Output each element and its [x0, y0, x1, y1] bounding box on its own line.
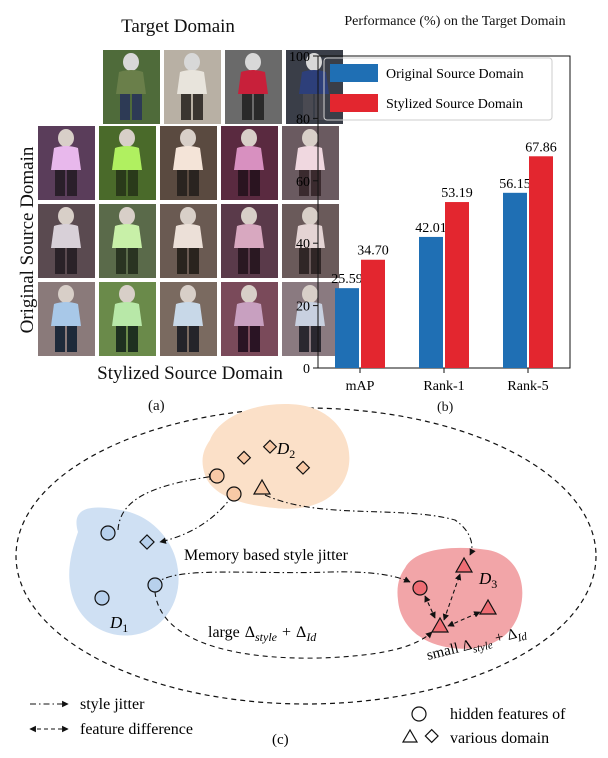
legend-jitter-text: style jitter — [80, 696, 145, 713]
memory-style-jitter-label: Memory based style jitter — [184, 547, 349, 564]
x-tick-label: mAP — [346, 379, 375, 394]
d2-diamond-1 — [236, 450, 252, 465]
y-tick-label: 60 — [296, 175, 310, 190]
d2-diamond-2 — [262, 439, 278, 454]
legend-swatch — [330, 94, 378, 112]
domain-d2-region — [202, 404, 350, 509]
x-tick-label: Rank-5 — [507, 379, 548, 394]
d3-label: D3 — [478, 569, 497, 591]
data-label: 42.01 — [415, 221, 447, 236]
y-tick-label: 100 — [289, 50, 310, 65]
d3-triangle-1 — [454, 556, 474, 573]
chart-title: Performance (%) on the Target Domain — [344, 14, 566, 29]
person-image — [160, 126, 217, 200]
large-delta-curve — [154, 591, 433, 659]
person-image — [286, 50, 343, 124]
person-image — [160, 204, 217, 278]
y-tick-label: 40 — [296, 237, 310, 252]
d3-circle — [412, 580, 428, 596]
d1-label: D1 — [109, 613, 128, 635]
person-image — [38, 126, 95, 200]
legend-box — [323, 57, 553, 121]
d2-label: D2 — [276, 439, 295, 461]
d3-diff-2 — [442, 573, 462, 621]
person-image — [221, 204, 278, 278]
caption-c: (c) — [272, 732, 289, 748]
bar — [503, 192, 527, 368]
d1-diamond — [139, 534, 155, 550]
person-image — [103, 50, 160, 124]
domain-d1-region — [69, 507, 179, 636]
legend-label: Stylized Source Domain — [386, 97, 523, 112]
d1-circle-3 — [94, 590, 110, 606]
person-image — [99, 282, 156, 356]
d2-diamond-3 — [295, 460, 311, 475]
person-image — [160, 282, 217, 356]
person-image — [164, 50, 221, 124]
small-delta-label: smallΔstyle+ΔId — [425, 624, 529, 667]
large-delta-label: large Δstyle + ΔId — [208, 624, 317, 644]
y-tick-label: 0 — [303, 362, 310, 377]
bar — [419, 236, 443, 368]
person-image-grid — [38, 50, 350, 356]
outer-boundary — [15, 407, 597, 705]
d2-circle-2 — [226, 486, 242, 502]
jitter-d1-to-d3 — [154, 571, 411, 586]
person-image — [225, 50, 282, 124]
bar — [335, 288, 359, 368]
d1-circle-2 — [147, 577, 163, 593]
x-tick-label: Rank-1 — [423, 379, 464, 394]
caption-a: (a) — [148, 398, 165, 414]
legend-diamond — [424, 728, 439, 744]
person-image — [99, 126, 156, 200]
legend-hidden-line2: various domain — [450, 730, 549, 747]
person-image — [38, 282, 95, 356]
data-label: 56.15 — [499, 177, 531, 192]
stylized-source-domain-label: Stylized Source Domain — [97, 363, 283, 384]
caption-b: (b) — [437, 400, 454, 415]
person-image — [221, 282, 278, 356]
jitter-d1-to-d2 — [117, 473, 216, 531]
d3-triangle-2 — [430, 616, 450, 633]
d1-circle-1 — [100, 525, 116, 541]
jitter-d2-to-d3 — [264, 494, 476, 556]
legend-circle — [411, 706, 427, 722]
d3-diff-3 — [447, 611, 481, 627]
y-tick-label: 20 — [296, 300, 310, 315]
data-label: 34.70 — [357, 244, 389, 259]
person-image — [221, 126, 278, 200]
person-image — [99, 204, 156, 278]
legend-feature-text: feature difference — [80, 721, 193, 738]
bar — [529, 156, 553, 368]
bar — [445, 202, 469, 368]
data-label: 53.19 — [441, 186, 473, 201]
person-image — [38, 204, 95, 278]
legend-swatch — [330, 64, 378, 82]
y-tick-label: 80 — [296, 112, 310, 127]
bar — [361, 259, 385, 368]
legend-triangle — [401, 728, 419, 743]
d2-triangle — [252, 478, 272, 495]
d3-triangle-3 — [478, 598, 498, 615]
legend-hidden-line1: hidden features of — [450, 706, 566, 723]
domain-d3-region — [397, 547, 523, 649]
d2-circle-1 — [209, 468, 225, 484]
data-label: 67.86 — [525, 140, 557, 155]
target-domain-label: Target Domain — [121, 16, 235, 37]
jitter-d2-to-d1 — [159, 494, 234, 544]
data-label: 25.59 — [331, 272, 363, 287]
legend-label: Original Source Domain — [386, 67, 524, 82]
performance-bar-chart: 0 20 40 60 80 100 mAP 25.59 34.70 Rank-1 42.01 53.1… — [289, 50, 571, 394]
